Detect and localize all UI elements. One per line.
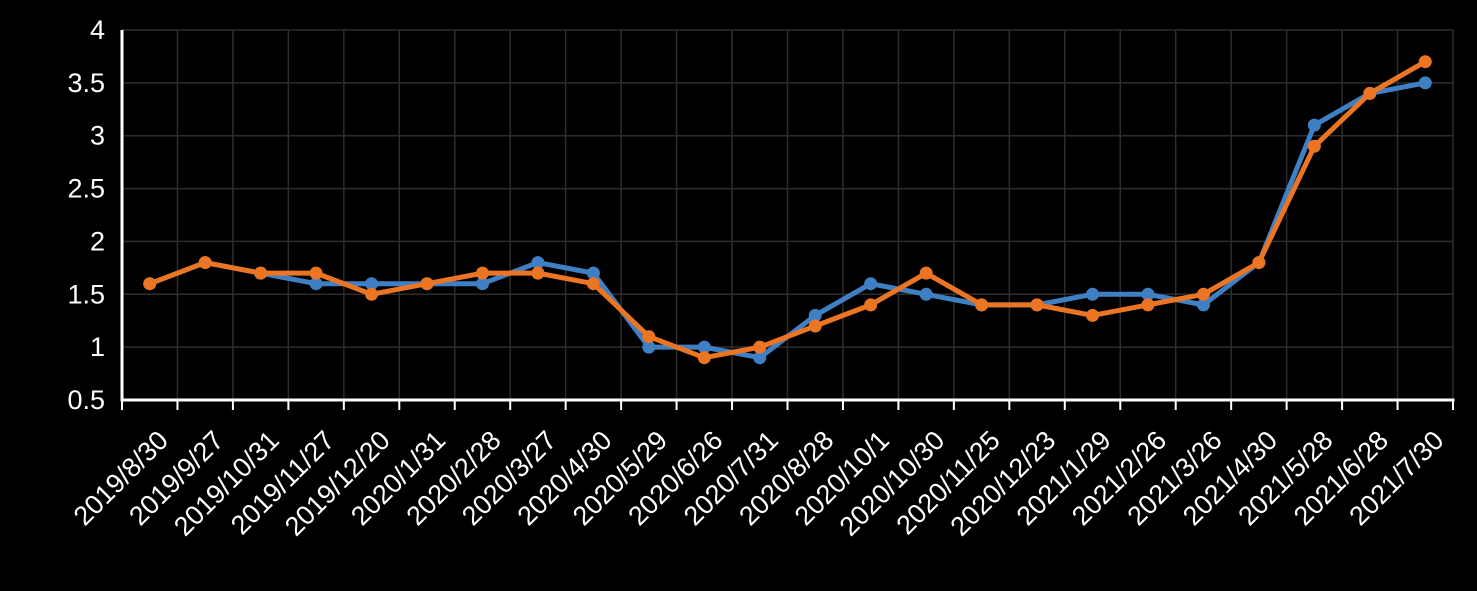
blue-series-marker xyxy=(697,340,711,354)
orange-series-marker xyxy=(864,298,878,312)
y-axis-label: 1.5 xyxy=(67,279,105,309)
orange-series-marker xyxy=(365,287,379,301)
blue-series-marker xyxy=(1418,76,1432,90)
blue-series-marker xyxy=(309,277,323,291)
y-axis-label: 1 xyxy=(90,332,105,362)
y-axis-label: 3.5 xyxy=(67,68,105,98)
orange-series-marker xyxy=(1307,139,1321,153)
blue-series-marker xyxy=(753,351,767,365)
orange-series-marker xyxy=(198,256,212,270)
blue-series-marker xyxy=(919,287,933,301)
orange-series-marker xyxy=(420,277,434,291)
orange-series-marker xyxy=(1141,298,1155,312)
blue-series-marker xyxy=(475,277,489,291)
blue-series-marker xyxy=(642,340,656,354)
orange-series-marker xyxy=(753,340,767,354)
orange-series-marker xyxy=(1030,298,1044,312)
blue-series-marker xyxy=(1196,298,1210,312)
orange-series-marker xyxy=(1418,55,1432,69)
orange-series-marker xyxy=(1196,287,1210,301)
orange-series-marker xyxy=(808,319,822,333)
orange-series-marker xyxy=(642,330,656,344)
orange-series-marker xyxy=(919,266,933,280)
blue-series-marker xyxy=(531,256,545,270)
orange-series-marker xyxy=(1086,308,1100,322)
y-axis-label: 0.5 xyxy=(67,385,105,415)
y-axis-label: 2.5 xyxy=(67,174,105,204)
orange-series-marker xyxy=(475,266,489,280)
orange-series-marker xyxy=(531,266,545,280)
orange-series-marker xyxy=(697,351,711,365)
blue-series-marker xyxy=(1141,287,1155,301)
blue-series-marker xyxy=(1086,287,1100,301)
orange-series-marker xyxy=(143,277,157,291)
orange-series-marker xyxy=(1363,86,1377,100)
y-axis-label: 2 xyxy=(90,226,105,256)
blue-series-marker xyxy=(808,308,822,322)
y-axis-label: 4 xyxy=(90,15,105,45)
blue-series-marker xyxy=(864,277,878,291)
y-axis-label: 3 xyxy=(90,121,105,151)
orange-series-marker xyxy=(586,277,600,291)
blue-series-marker xyxy=(365,277,379,291)
orange-series-line xyxy=(147,59,1428,361)
blue-series-marker xyxy=(1307,118,1321,132)
orange-series-marker xyxy=(975,298,989,312)
orange-series-marker xyxy=(309,266,323,280)
orange-series-marker xyxy=(254,266,268,280)
orange-series-marker xyxy=(1252,256,1266,270)
blue-series-marker xyxy=(586,266,600,280)
